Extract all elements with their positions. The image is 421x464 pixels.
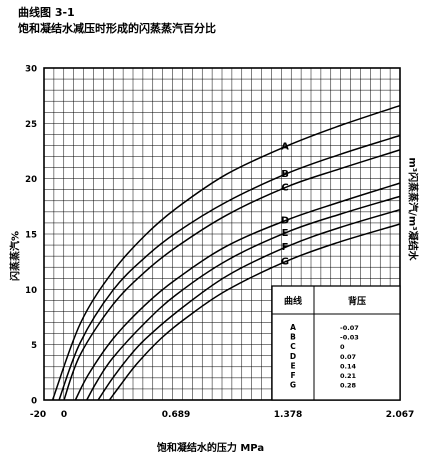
series-label-a: A — [281, 141, 289, 152]
x-tick-label: 0.689 — [162, 410, 190, 420]
series-line-d — [74, 182, 401, 401]
legend-header-pressure: 背压 — [348, 295, 366, 307]
legend-back-pressure: 0 — [340, 343, 345, 351]
y-tick-label: 5 — [31, 341, 37, 351]
chart-subtitle: 饱和凝结水减压时形成的闪蒸蒸汽百分比 — [18, 22, 216, 35]
y-tick-label: 15 — [25, 231, 37, 241]
series-label-c: C — [281, 182, 288, 193]
y-tick-label: 30 — [25, 65, 37, 75]
legend-curve-label: F — [290, 371, 295, 380]
y-tick-label: 25 — [25, 120, 37, 130]
x-tick-label: 1.378 — [274, 410, 302, 420]
chart-title: 曲线图 3-1 — [18, 6, 75, 19]
x-tick-label: -20 — [30, 410, 46, 420]
legend-curve-label: E — [290, 361, 295, 370]
series-line-a — [51, 104, 401, 401]
legend-back-pressure: 0.28 — [340, 382, 357, 390]
legend-curve-label: C — [290, 342, 296, 351]
legend-back-pressure: 0.14 — [340, 362, 357, 370]
plot-frame — [43, 67, 401, 401]
legend-back-pressure: 0.07 — [340, 353, 356, 361]
legend-back-pressure: -0.03 — [340, 334, 359, 342]
legend-curve-label: D — [290, 352, 296, 361]
series-line-b — [58, 134, 401, 401]
series-line-e — [86, 195, 401, 401]
legend-back-pressure: -0.07 — [340, 324, 359, 332]
x-tick-label: 2.067 — [386, 410, 414, 420]
legend-curve-label: G — [290, 381, 296, 390]
y-tick-label: 20 — [25, 175, 37, 185]
series-line-g — [108, 223, 401, 401]
legend-header-curve: 曲线 — [284, 295, 302, 307]
legend-table — [271, 285, 401, 401]
series-label-b: B — [281, 169, 289, 180]
x-axis-label: 饱和凝结水的压力 MPa — [156, 443, 265, 454]
series-line-f — [97, 208, 401, 401]
y-tick-label: 0 — [31, 397, 37, 407]
legend-curve-label: A — [290, 323, 296, 332]
legend-curve-label: B — [290, 333, 296, 342]
series-line-c — [63, 149, 401, 401]
series-label-d: D — [281, 216, 289, 227]
legend-back-pressure: 0.21 — [340, 372, 357, 380]
x-tick-label: 0 — [61, 410, 67, 420]
series-label-e: E — [282, 228, 289, 239]
series-label-g: G — [281, 257, 289, 268]
series-label-f: F — [282, 242, 289, 253]
y-tick-label: 10 — [25, 286, 37, 296]
